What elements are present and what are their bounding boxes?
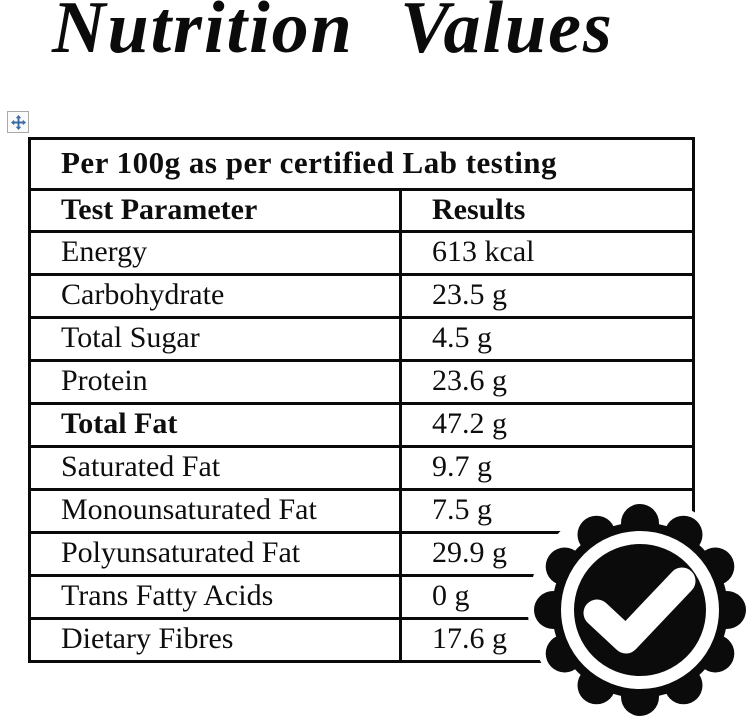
result-cell[interactable]: 4.5 g xyxy=(399,316,695,362)
table-row-carbohydrate: Carbohydrate 23.5 g xyxy=(28,273,695,319)
parameter-cell[interactable]: Saturated Fat xyxy=(28,445,402,491)
seal-inner-ring xyxy=(561,531,719,689)
result-cell[interactable]: 9.7 g xyxy=(399,445,695,491)
result-cell[interactable]: 613 kcal xyxy=(399,230,695,276)
result-cell[interactable]: 23.5 g xyxy=(399,273,695,319)
table-row-total-fat: Total Fat 47.2 g xyxy=(28,402,695,448)
page-title: Nutrition Values xyxy=(52,0,614,69)
table-row-energy: Energy 613 kcal xyxy=(28,230,695,276)
parameter-cell[interactable]: Total Sugar xyxy=(28,316,402,362)
move-arrows-icon xyxy=(10,114,26,130)
table-row-monounsaturated-fat: Monounsaturated Fat 7.5 g xyxy=(28,488,695,534)
table-caption[interactable]: Per 100g as per certified Lab testing xyxy=(28,137,695,191)
parameter-cell[interactable]: Carbohydrate xyxy=(28,273,402,319)
table-row-saturated-fat: Saturated Fat 9.7 g xyxy=(28,445,695,491)
parameter-cell[interactable]: Dietary Fibres xyxy=(28,617,402,663)
table-move-handle[interactable] xyxy=(7,111,29,133)
result-cell[interactable]: 47.2 g xyxy=(399,402,695,448)
table-row-protein: Protein 23.6 g xyxy=(28,359,695,405)
parameter-cell[interactable]: Energy xyxy=(28,230,402,276)
parameter-cell[interactable]: Polyunsaturated Fat xyxy=(28,531,402,577)
parameter-cell[interactable]: Trans Fatty Acids xyxy=(28,574,402,620)
table-row-total-sugar: Total Sugar 4.5 g xyxy=(28,316,695,362)
column-header-test-parameter[interactable]: Test Parameter xyxy=(28,188,402,233)
column-header-results[interactable]: Results xyxy=(399,188,695,233)
table-caption-row: Per 100g as per certified Lab testing xyxy=(28,137,695,191)
checkmark-icon xyxy=(583,567,696,654)
parameter-cell[interactable]: Protein xyxy=(28,359,402,405)
parameter-cell[interactable]: Total Fat xyxy=(28,402,402,448)
result-cell[interactable]: 23.6 g xyxy=(399,359,695,405)
table-header-row: Test Parameter Results xyxy=(28,188,695,233)
parameter-cell[interactable]: Monounsaturated Fat xyxy=(28,488,402,534)
certified-checkmark-seal xyxy=(528,498,746,720)
